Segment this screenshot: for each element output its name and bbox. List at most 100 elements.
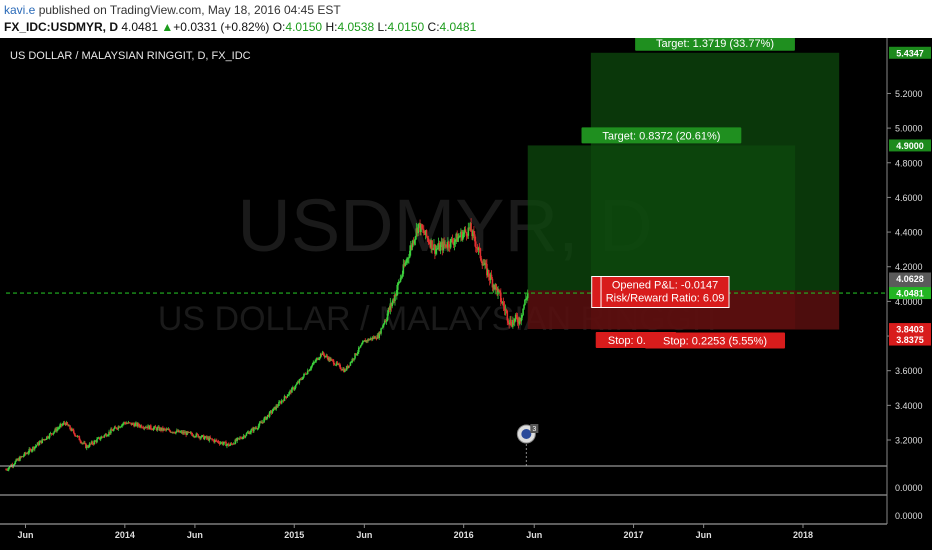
symbol-label[interactable]: FX_IDC:USDMYR, D — [4, 20, 119, 34]
target-label-2: Target: 1.3719 (33.77%) — [656, 38, 774, 50]
candle-body — [523, 304, 525, 309]
candle-body — [104, 434, 107, 436]
candle-body — [328, 357, 330, 361]
candle-body — [417, 224, 419, 234]
candle-body — [487, 270, 489, 276]
candle-body — [111, 430, 114, 432]
candle-body — [358, 347, 361, 349]
candle-body — [62, 422, 65, 425]
candle-body — [134, 423, 136, 427]
candle-body — [120, 426, 122, 428]
candle-body — [39, 440, 42, 443]
candle-body — [356, 353, 358, 356]
candle-body — [242, 435, 245, 438]
candle-body — [200, 437, 202, 439]
candle-body — [95, 440, 97, 443]
candle-body — [362, 341, 365, 343]
price-badge-label: 3.8375 — [896, 335, 924, 345]
candle-body — [36, 442, 39, 446]
candle-body — [194, 436, 197, 438]
candle-body — [73, 433, 76, 436]
candle-body — [403, 264, 406, 267]
candle-body — [437, 243, 440, 249]
candle-body — [70, 428, 72, 431]
candle-body — [35, 445, 38, 446]
candle-body — [147, 425, 149, 429]
y-tick-label: 3.4000 — [895, 401, 923, 411]
candle-body — [525, 298, 527, 300]
candle-body — [98, 437, 100, 439]
candle-body — [236, 438, 238, 441]
candle-body — [299, 378, 302, 380]
candle-body — [436, 248, 439, 250]
candle-body — [40, 440, 43, 444]
candle-body — [287, 394, 290, 397]
candle-body — [233, 443, 236, 445]
candle-body — [419, 222, 421, 232]
candle-body — [43, 439, 45, 441]
candle-body — [230, 443, 233, 445]
candle-body — [297, 382, 300, 384]
candle-body — [364, 340, 367, 343]
candle-body — [378, 332, 380, 339]
candle-body — [140, 425, 143, 428]
candle-body — [239, 437, 241, 439]
candle-body — [174, 432, 176, 434]
candle-body — [118, 426, 121, 428]
candle-body — [394, 294, 396, 302]
candle-body — [280, 400, 283, 404]
chart-panel[interactable]: USDMYR, D US DOLLAR / MALAYSIAN RINGGIT … — [0, 34, 932, 550]
pnl-label-2: Opened P&L: -0.0147 — [612, 280, 718, 292]
candle-body — [494, 284, 497, 290]
candle-body — [110, 429, 112, 434]
candle-body — [63, 422, 66, 424]
candle-body — [430, 240, 432, 248]
risk-reward-label-2: Risk/Reward Ratio: 6.09 — [606, 293, 725, 305]
candle-body — [56, 428, 58, 432]
candle-body — [334, 364, 337, 366]
candle-body — [507, 320, 510, 323]
candle-body — [484, 262, 486, 266]
candle-body — [248, 432, 251, 435]
candle-body — [269, 411, 272, 412]
candle-body — [461, 231, 463, 240]
candle-body — [432, 248, 434, 250]
candle-body — [17, 458, 19, 461]
price-badge-label: 4.0481 — [896, 289, 924, 299]
candle-body — [186, 431, 188, 436]
candle-body — [306, 370, 309, 374]
candle-body — [96, 439, 98, 443]
candle-body — [292, 387, 295, 390]
target-zone-2 — [590, 52, 840, 291]
candle-body — [367, 338, 369, 342]
candle-body — [332, 360, 335, 365]
candle-body — [208, 437, 211, 441]
candle-body — [319, 353, 322, 358]
candle-body — [508, 322, 510, 325]
candle-body — [243, 435, 246, 438]
candle-body — [337, 364, 340, 365]
candle-body — [517, 321, 520, 324]
price-chart[interactable]: USDMYR, D US DOLLAR / MALAYSIAN RINGGIT … — [0, 34, 932, 550]
ohlc-bar: FX_IDC:USDMYR, D 4.0481 ▲+0.0331 (+0.82%… — [4, 20, 476, 36]
candle-body — [355, 353, 357, 356]
candle-body — [521, 314, 523, 318]
candle-body — [526, 292, 529, 299]
candle-body — [284, 396, 287, 398]
candle-body — [57, 428, 59, 430]
candle-body — [450, 238, 453, 240]
candle-body — [228, 445, 231, 447]
candle-body — [267, 414, 270, 417]
candle-body — [192, 436, 195, 437]
candle-body — [396, 289, 398, 296]
candle-body — [15, 459, 18, 462]
candle-body — [46, 436, 48, 440]
high-value: 4.0538 — [337, 20, 375, 34]
candle-body — [422, 228, 424, 230]
candle-body — [354, 353, 356, 359]
candle-body — [133, 424, 135, 427]
candle-body — [76, 435, 79, 437]
candle-body — [66, 422, 69, 425]
author-link[interactable]: kavi.e — [4, 3, 36, 17]
candle-body — [74, 435, 77, 437]
